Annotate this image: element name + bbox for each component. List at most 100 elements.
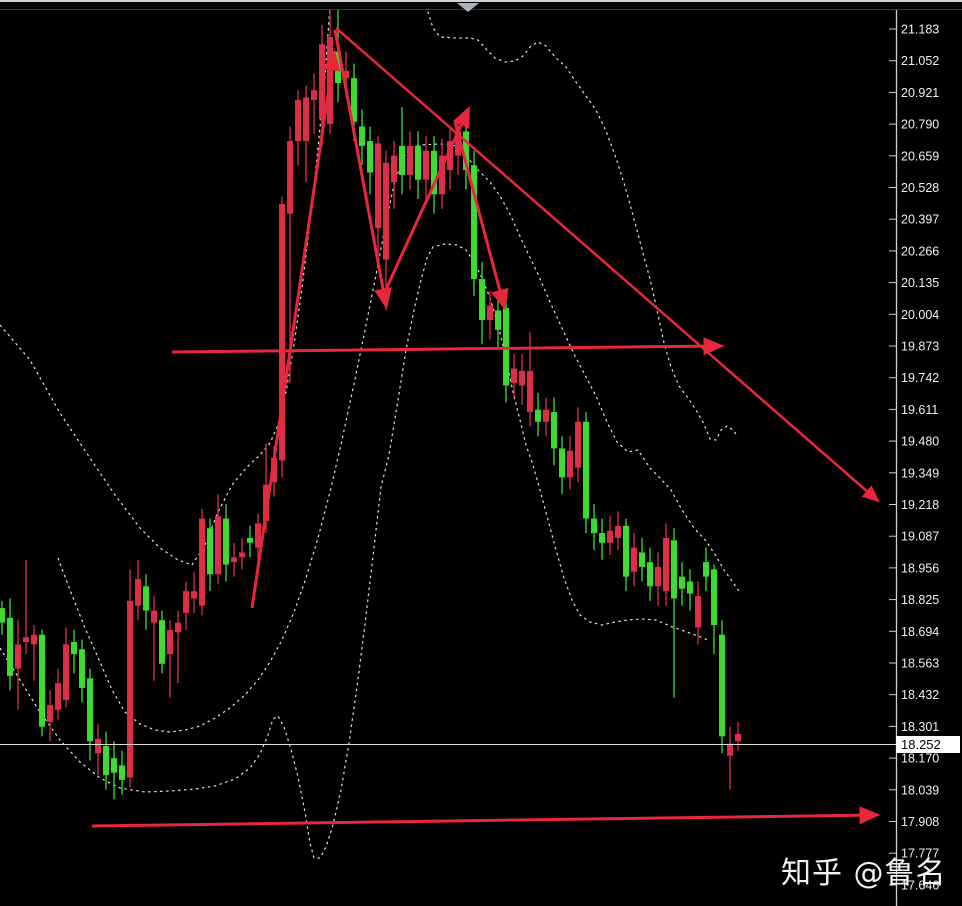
candle-down xyxy=(495,310,501,330)
axis-tick-label: 17.777 xyxy=(901,847,939,861)
axis-tick-label: 18.694 xyxy=(901,625,939,639)
candle-down xyxy=(0,608,5,623)
candle-down xyxy=(591,518,597,534)
candle-down xyxy=(687,581,693,594)
candle-up xyxy=(383,162,389,260)
candle-down xyxy=(639,552,645,567)
candle-up xyxy=(455,131,461,156)
axis-tick-label: 18.432 xyxy=(901,688,939,702)
candle-up xyxy=(263,484,269,521)
long-downtrend-arrow[interactable] xyxy=(335,27,880,503)
candle-down xyxy=(159,620,165,664)
axis-tick-label: 19.349 xyxy=(901,466,939,480)
axis-tick-label: 21.183 xyxy=(901,23,939,37)
candle-up xyxy=(215,516,221,575)
candle-up xyxy=(519,370,525,386)
axis-tick-label: 18.563 xyxy=(901,657,939,671)
axis-tick-label: 17.908 xyxy=(901,815,939,829)
candle-up xyxy=(695,596,701,628)
support-level-arrow[interactable] xyxy=(91,806,881,828)
candle-up xyxy=(47,704,53,722)
axis-tick-label: 19.218 xyxy=(901,498,939,512)
candle-up xyxy=(255,523,261,548)
candle-up xyxy=(663,537,669,592)
axis-tick-label: 18.825 xyxy=(901,593,939,607)
axis-tick-label: 20.004 xyxy=(901,308,939,322)
candle-down xyxy=(207,528,213,575)
second-drop-arrow[interactable] xyxy=(453,121,509,311)
second-rise-arrow[interactable] xyxy=(380,105,470,299)
candle-up xyxy=(231,557,237,563)
axis-tick-label: 19.742 xyxy=(901,371,939,385)
axis-tick-label: 18.301 xyxy=(901,720,939,734)
candle-up xyxy=(175,622,181,633)
axis-tick-label: 20.397 xyxy=(901,213,939,227)
candle-up xyxy=(391,155,397,183)
candle-down xyxy=(703,562,709,577)
axis-tick-label: 18.039 xyxy=(901,783,939,797)
candle-down xyxy=(559,448,565,478)
candle-down xyxy=(711,569,717,626)
candles-group xyxy=(0,7,741,800)
candle-down xyxy=(503,308,509,386)
candle-down xyxy=(119,765,125,780)
candle-up xyxy=(615,525,621,538)
candle-down xyxy=(399,145,405,175)
candle-up xyxy=(199,518,205,606)
candle-up xyxy=(447,141,453,171)
axis-tick-label: 21.052 xyxy=(901,54,939,68)
candle-up xyxy=(127,600,133,778)
candle-down xyxy=(583,421,589,519)
candle-up xyxy=(151,610,157,623)
candle-down xyxy=(71,641,77,655)
candle-down xyxy=(111,758,117,773)
candle-up xyxy=(407,145,413,175)
candle-down xyxy=(679,576,685,589)
candle-down xyxy=(415,145,421,180)
candle-down xyxy=(39,634,45,727)
candle-up xyxy=(31,634,37,645)
resistance-level-arrow[interactable] xyxy=(171,337,725,356)
candle-up xyxy=(135,579,141,606)
candle-down xyxy=(551,412,557,449)
axis-tick-label: 20.135 xyxy=(901,276,939,290)
candle-down xyxy=(535,409,541,422)
scroll-position-triangle-icon[interactable] xyxy=(457,3,479,12)
candle-down xyxy=(599,533,605,543)
candle-up xyxy=(191,591,197,599)
axis-tick-label: 18.170 xyxy=(901,752,939,766)
bollinger-middle-band xyxy=(57,143,740,733)
candle-down xyxy=(247,537,253,543)
candle-down xyxy=(79,649,85,688)
candle-down xyxy=(431,150,437,195)
candle-up xyxy=(567,450,573,478)
candle-down xyxy=(647,562,653,587)
bollinger-lower-band xyxy=(0,243,709,859)
chart-top-scrollbar[interactable] xyxy=(0,0,962,12)
watermark-text: 知乎 @鲁名 xyxy=(781,856,947,891)
candle-up xyxy=(487,305,493,321)
first-drop-arrow[interactable] xyxy=(333,29,392,310)
rally-up-arrow[interactable] xyxy=(250,49,341,609)
axis-tick-label: 19.873 xyxy=(901,340,939,354)
candle-up xyxy=(655,566,661,587)
candle-down xyxy=(87,678,93,742)
candle-up xyxy=(423,150,429,180)
candle-up xyxy=(271,458,277,483)
candle-down xyxy=(471,165,477,279)
candle-down xyxy=(143,586,149,611)
candle-down xyxy=(479,278,485,321)
candle-down xyxy=(463,131,469,171)
candle-up xyxy=(607,530,613,543)
axis-tick-label: 20.528 xyxy=(901,181,939,195)
candle-up xyxy=(527,370,533,413)
candle-up xyxy=(183,591,189,613)
candle-up xyxy=(287,141,293,214)
candle-down xyxy=(223,518,229,565)
candle-up xyxy=(55,683,61,710)
axis-tick-label: 17.646 xyxy=(901,878,939,892)
candle-up xyxy=(735,733,741,742)
candle-down xyxy=(367,141,373,173)
